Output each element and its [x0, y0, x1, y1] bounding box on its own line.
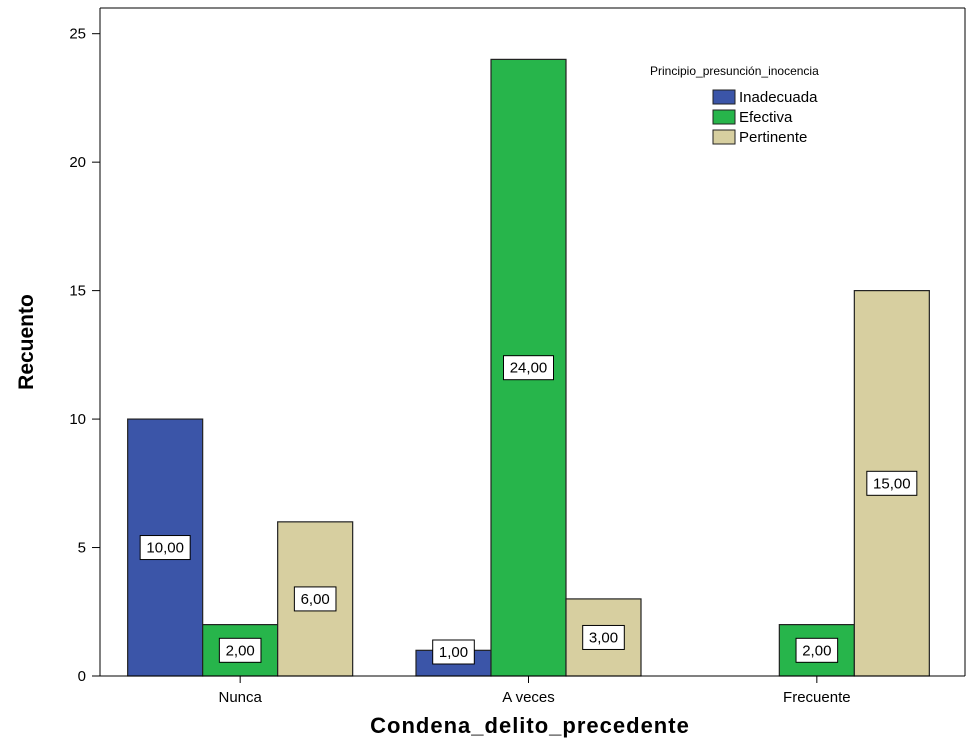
data-label: 3,00 [589, 629, 618, 646]
y-tick-label: 15 [69, 283, 86, 300]
y-tick-label: 20 [69, 154, 86, 171]
data-label-box [503, 355, 554, 381]
x-category-label: Frecuente [783, 689, 851, 706]
data-label: 2,00 [226, 642, 255, 659]
legend-label: Efectiva [739, 109, 793, 126]
data-label: 15,00 [873, 475, 911, 492]
data-label-box [218, 637, 262, 663]
data-label-box [139, 535, 191, 561]
legend: Principio_presunción_inocencia Inadecuad… [650, 64, 819, 146]
y-tick-label: 10 [69, 411, 86, 428]
y-tick-label: 25 [69, 26, 86, 43]
legend-swatch [712, 89, 736, 105]
data-label-box [582, 624, 625, 650]
data-label-box [293, 586, 337, 612]
y-axis-title: Recuento [15, 294, 38, 390]
legend-swatch [712, 129, 736, 145]
legend-swatch [712, 109, 736, 125]
legend-label: Pertinente [739, 129, 807, 146]
y-tick-label: 5 [78, 540, 86, 557]
data-label: 10,00 [146, 540, 184, 557]
data-label-box [795, 637, 839, 663]
data-label: 24,00 [510, 360, 548, 377]
legend-title: Principio_presunción_inocencia [650, 64, 819, 78]
x-category-label: Nunca [218, 689, 262, 706]
axes-layer [99, 7, 966, 677]
y-ticks: 0 5 10 15 20 25 [69, 26, 100, 685]
x-axis-title: Condena_delito_precedente [370, 713, 690, 738]
legend-label: Inadecuada [739, 89, 818, 106]
data-labels: 10,00 2,00 6,00 1,00 24,00 3,00 2,00 15,00 [139, 355, 918, 665]
y-tick-label: 0 [78, 668, 86, 685]
x-category-label: A veces [502, 689, 555, 706]
data-label-box [432, 639, 475, 665]
data-label-box [866, 470, 918, 496]
data-label: 1,00 [439, 644, 468, 661]
data-label: 6,00 [301, 591, 330, 608]
x-category-labels: Nunca A veces Frecuente [218, 676, 851, 706]
data-label: 2,00 [802, 642, 831, 659]
